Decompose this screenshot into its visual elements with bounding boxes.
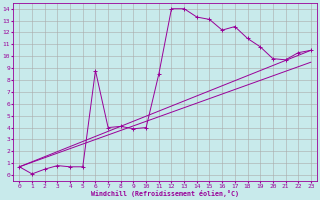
X-axis label: Windchill (Refroidissement éolien,°C): Windchill (Refroidissement éolien,°C) <box>91 190 239 197</box>
